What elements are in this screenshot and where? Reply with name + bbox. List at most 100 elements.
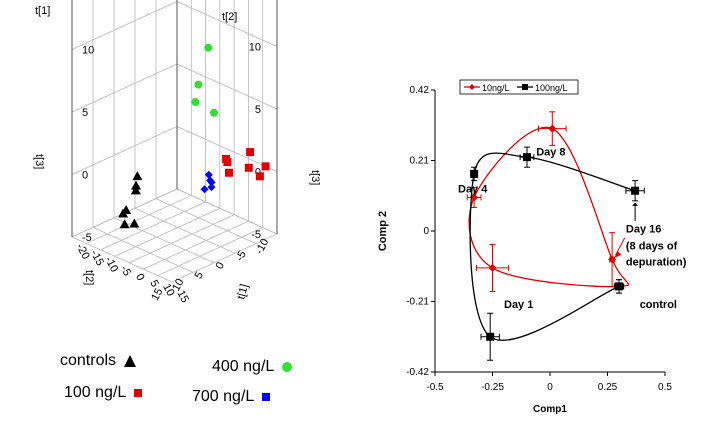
pca-3d-scatter: -20-20-15-15-10-10-5-5005510101515-10-10…: [33, 0, 321, 405]
point-400-ng-l: [194, 80, 203, 89]
point-100-ng-l: [255, 172, 264, 181]
z-tick-label-right: 0: [82, 170, 88, 182]
legend-marker-square: [522, 84, 528, 90]
square-marker-icon: [134, 388, 143, 397]
annotation-day1: Day 1: [504, 299, 533, 311]
y-tick-label: 0.42: [410, 85, 430, 96]
legend-label-400: 400 ng/L: [212, 358, 274, 375]
triangle-marker-icon: [124, 354, 137, 367]
x-tick-label-bottom: -5: [118, 264, 133, 278]
data-point-diamond: [548, 124, 557, 133]
y-tick-label-bottom: 10: [170, 277, 186, 293]
x-axis-title: Comp1: [533, 404, 567, 415]
x-axis-title-top: t[1]: [35, 5, 50, 17]
wall-gridline: [71, 126, 178, 175]
point-controls: [119, 219, 130, 229]
x-tick-label-bottom: 5: [147, 278, 160, 289]
x-tick-label-bottom: 10: [160, 282, 176, 298]
z-tick-label-right: -5: [82, 232, 92, 244]
y-tick-label-bottom: 15: [149, 286, 165, 302]
z-axis-title-right: t[3]: [309, 170, 321, 185]
point-100-ng-l: [246, 148, 255, 157]
z-axis-title-left: t[3]: [33, 154, 45, 169]
data-point-square: [615, 282, 623, 291]
wall-gridline: [176, 126, 278, 172]
point-100-ng-l: [244, 163, 253, 172]
y-tick-label: 0.21: [410, 156, 430, 167]
z-tick-label-left: -5: [251, 229, 261, 241]
floor-gridline: [71, 236, 173, 283]
point-controls: [132, 171, 143, 181]
point-400-ng-l: [204, 43, 213, 52]
wall-gridline: [176, 1, 278, 47]
legend-marker-diamond: [469, 84, 475, 90]
data-point-diamond: [608, 255, 617, 264]
y-tick-label-bottom: 0: [214, 260, 227, 271]
wall-gridline: [176, 188, 278, 235]
y-tick-label-bottom: 5: [193, 270, 206, 281]
data-point-square: [486, 332, 495, 341]
y-axis-title-bottom: t[2]: [83, 270, 95, 285]
point-100-ng-l: [223, 157, 232, 166]
y-tick-label: -0.21: [406, 297, 429, 308]
y-tick-label: 0: [423, 226, 429, 237]
annotation-day16-line3: depuration): [626, 257, 687, 269]
floor-gridline: [86, 195, 192, 244]
point-controls: [130, 185, 141, 195]
y-tick-label-bottom: -5: [234, 249, 249, 263]
point-700-ng-l: [206, 176, 215, 185]
x-tick-label: 0.5: [658, 382, 672, 393]
point-700-ng-l: [200, 185, 209, 194]
floor-gridline: [171, 233, 278, 283]
floor-gridline: [113, 217, 215, 264]
data-point-square: [523, 153, 531, 162]
x-tick-label: -0.5: [426, 382, 444, 393]
floor-gridline: [157, 227, 263, 276]
square-marker-icon: [262, 392, 271, 401]
arrow-head: [632, 202, 639, 206]
arrow-head: [614, 250, 622, 258]
legend-label-100ng: 100ng/L: [535, 83, 568, 93]
floor-gridline: [100, 201, 206, 251]
z-tick-label-left: 10: [249, 42, 261, 54]
floor-gridline: [92, 227, 194, 273]
point-400-ng-l: [210, 108, 218, 117]
x-tick-label: 0: [547, 382, 553, 393]
point-700-ng-l: [207, 183, 216, 192]
pca-trajectory-chart: -0.42 -0.21 0 0.21 0.42 -0.5 -0.25 0 0.25 0.5 Comp…: [360, 0, 705, 422]
legend-item-400: 400 ng/L: [212, 358, 293, 376]
data-point-square: [470, 169, 479, 178]
x-tick-label-bottom: 0: [133, 272, 146, 283]
data-point-diamond: [470, 193, 479, 202]
wall-gridline: [71, 1, 178, 50]
y-tick-label: -0.42: [406, 367, 429, 378]
y-axis-title-top: t[2]: [222, 11, 237, 23]
point-100-ng-l: [261, 162, 270, 171]
legend-item-controls: controls: [60, 352, 137, 370]
point-100-ng-l: [224, 168, 233, 177]
z-tick-label-left: 5: [255, 104, 261, 116]
floor-gridline: [143, 220, 249, 270]
point-700-ng-l: [204, 170, 213, 179]
point-400-ng-l: [191, 98, 200, 107]
x-tick-label: 0.25: [598, 382, 618, 393]
data-point-square: [631, 186, 640, 195]
y-axis-title: Comp 2: [377, 211, 389, 251]
floor-gridline: [114, 207, 221, 257]
point-controls: [131, 180, 142, 190]
floor-gridline: [134, 207, 236, 254]
annotation-day16: Day 16: [626, 224, 661, 236]
annotation-control: control: [640, 299, 677, 311]
legend: 10ng/L 100ng/L: [459, 79, 579, 95]
circle-marker-icon: [282, 361, 293, 372]
legend-item-100: 100 ng/L: [64, 384, 143, 402]
x-tick-label: -0.25: [481, 382, 504, 393]
floor-gridline: [128, 214, 235, 264]
trajectory-plot-area: -0.42 -0.21 0 0.21 0.42 -0.5 -0.25 0 0.25 0.5 Comp…: [377, 79, 687, 415]
annotation-day8: Day 8: [536, 146, 565, 158]
legend-label-700: 700 ng/L: [192, 388, 254, 405]
legend-label-controls: controls: [60, 352, 117, 369]
series-line-100ng-l: [469, 152, 636, 341]
point-controls: [129, 218, 140, 228]
x-tick-label-bottom: 15: [174, 288, 190, 304]
